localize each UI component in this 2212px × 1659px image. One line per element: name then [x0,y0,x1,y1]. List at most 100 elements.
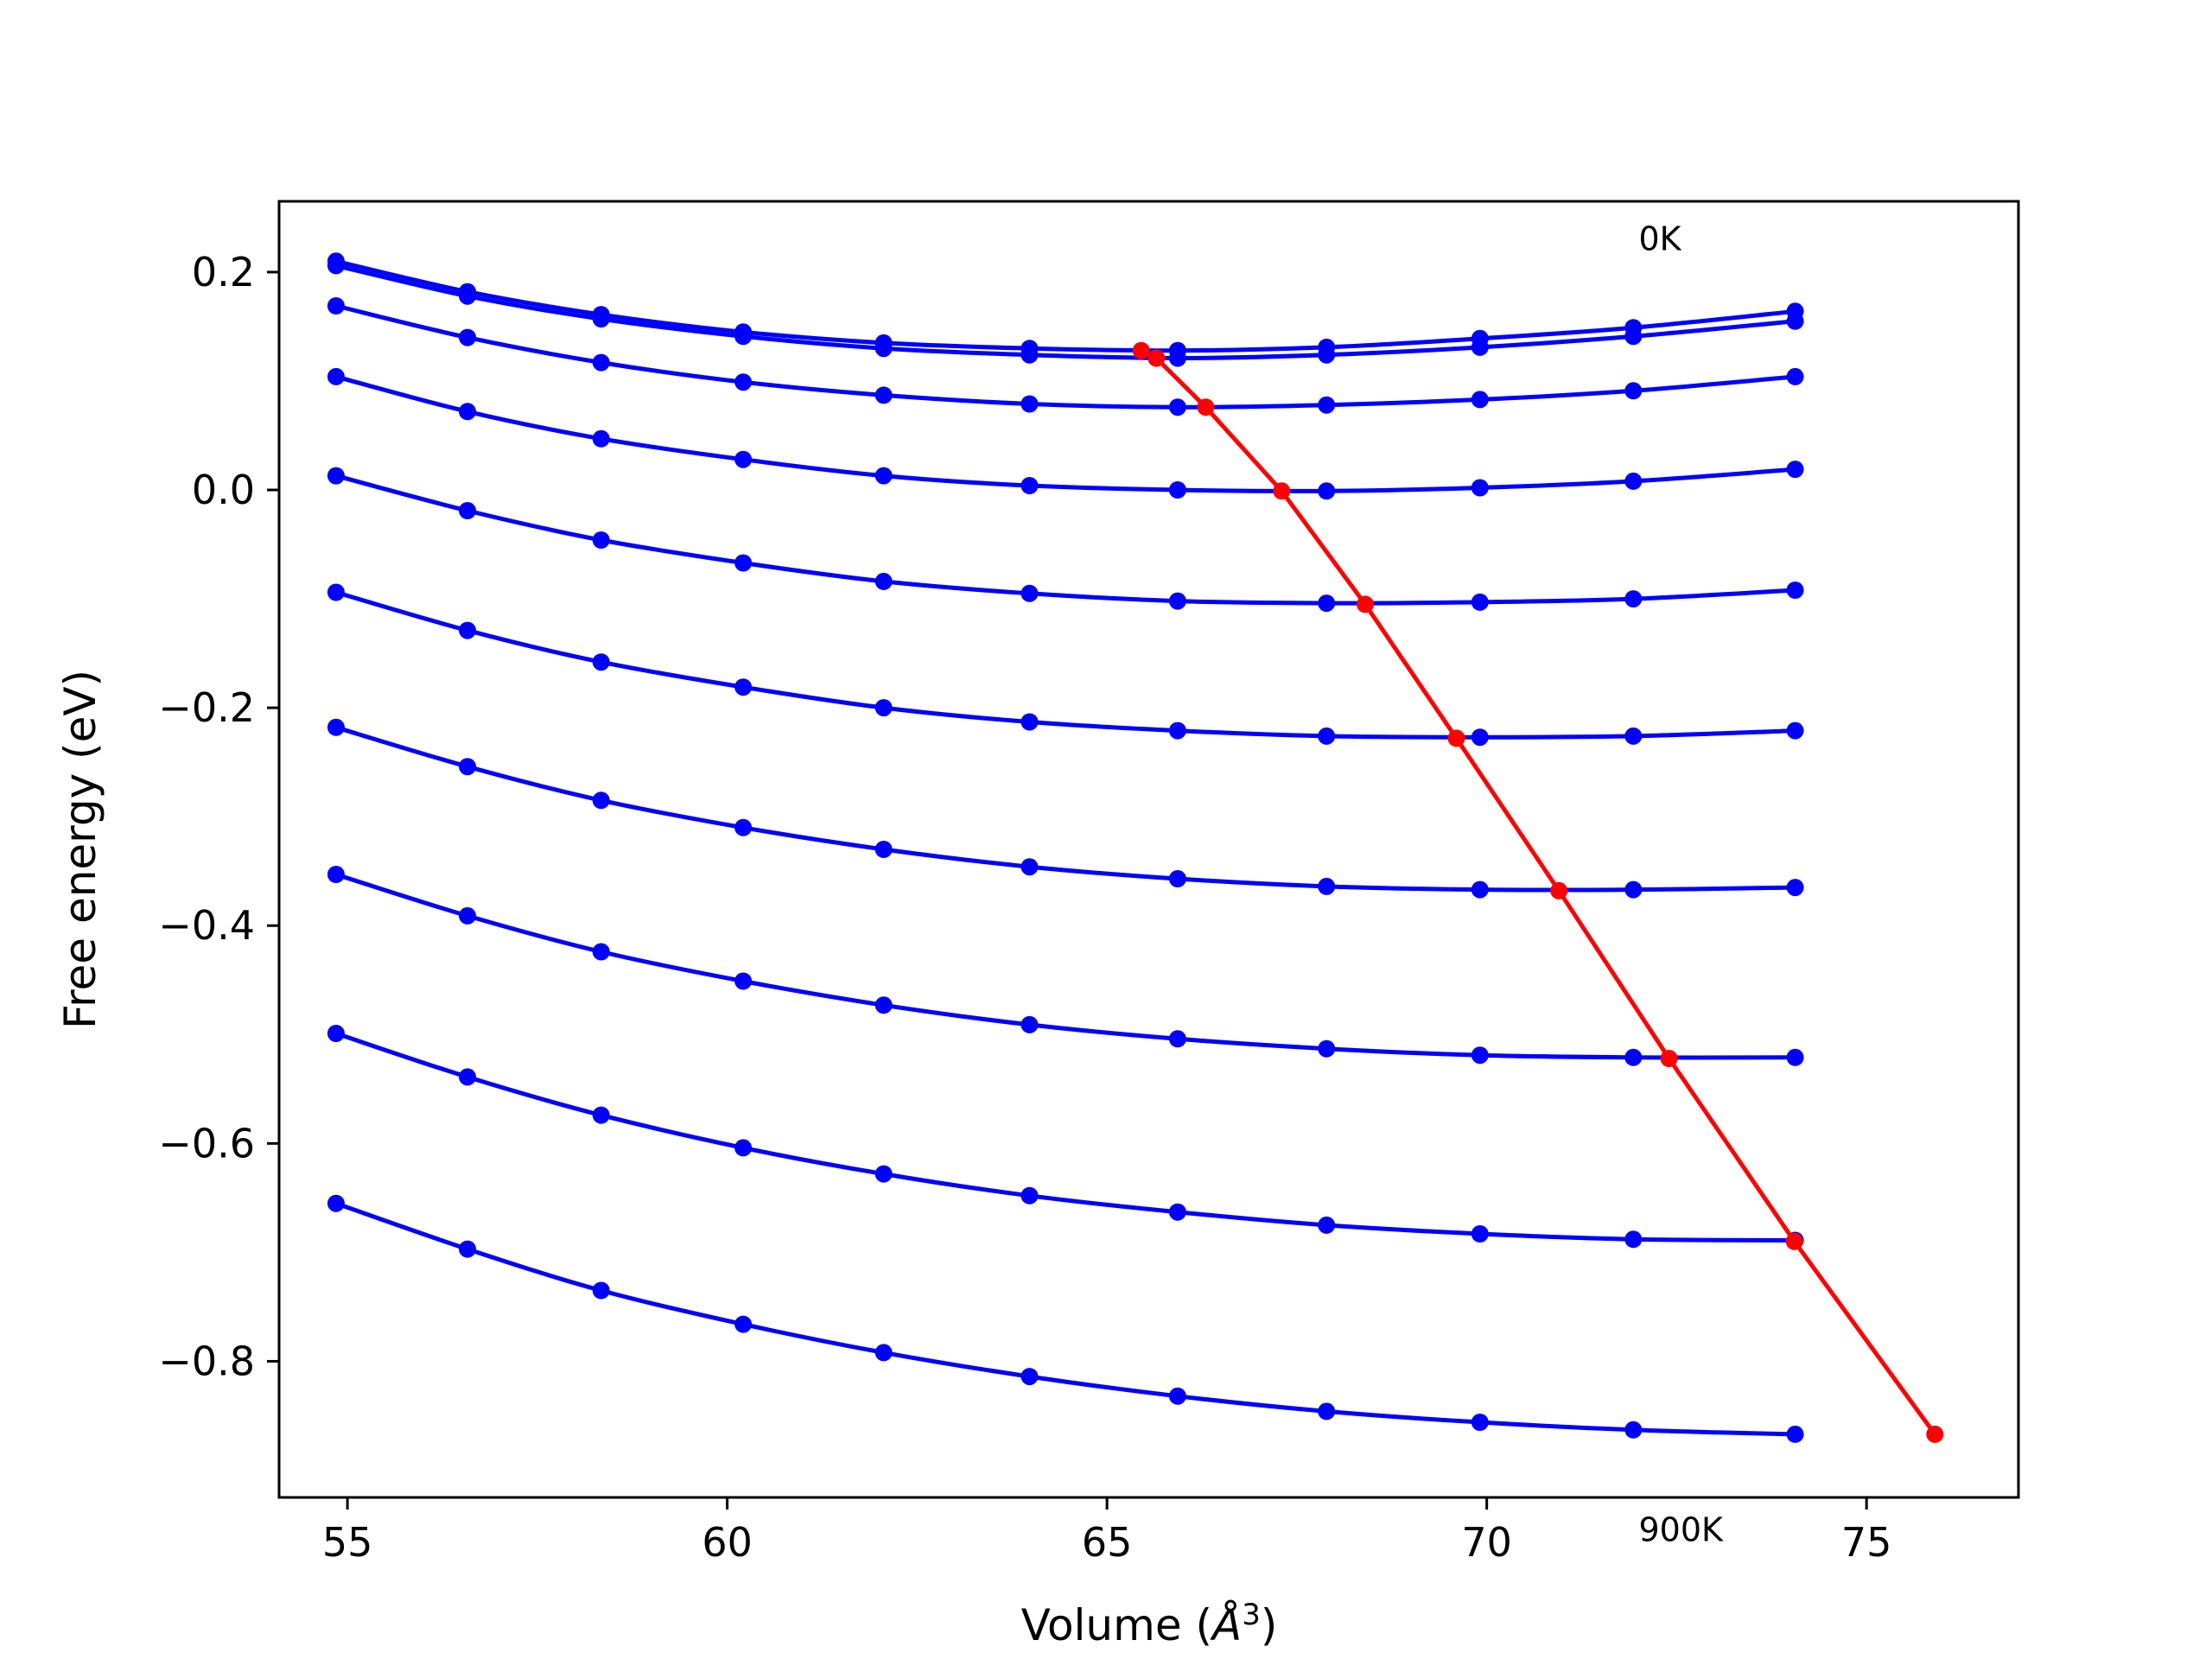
series-4-point-5 [874,467,893,485]
series-8-point-1 [327,866,345,883]
series-3-point-5 [874,386,893,404]
series-10-point-5 [874,1344,893,1362]
series-8-point-8 [1318,1039,1336,1058]
series-10-point-10 [1624,1421,1643,1439]
minima-point-3 [1197,398,1215,416]
series-7 [327,718,1804,899]
series-4-point-3 [592,429,610,448]
series-7-point-7 [1168,870,1186,887]
series-5-point-11 [1786,582,1804,599]
series-3-point-3 [592,353,610,372]
series-8-point-10 [1624,1048,1643,1066]
minima-series [1132,341,1944,1443]
series-7-point-5 [874,841,893,858]
series-9-point-7 [1168,1203,1186,1221]
series-7-point-6 [1020,858,1039,876]
series-4-point-4 [734,450,753,468]
series-5-point-7 [1168,592,1186,610]
minima-point-1 [1132,341,1150,359]
series-7-point-11 [1786,879,1804,897]
series-7-point-9 [1471,880,1489,899]
series-4-point-8 [1318,482,1336,500]
minima-line [1139,348,1937,1437]
series-2-line [334,263,1798,360]
series-2-point-11 [1786,312,1804,330]
y-tick-label-2: 0.0 [192,467,255,513]
series-5-point-3 [592,531,610,549]
annotation-2: 900K [1638,1510,1724,1548]
series-9-point-6 [1020,1186,1039,1205]
series-6 [327,583,1804,747]
minima-point-2 [1147,349,1166,367]
series-2-point-3 [592,310,610,328]
series-9-point-5 [874,1165,893,1183]
x-tick-label-65: 65 [1082,1519,1133,1566]
series-8-point-7 [1168,1030,1186,1048]
series-8-point-11 [1786,1048,1804,1066]
series-2-point-9 [1471,338,1489,356]
series-5-point-2 [459,502,476,519]
series-2-point-7 [1168,349,1186,367]
series-3-point-11 [1786,367,1804,385]
series-5-point-4 [734,554,753,572]
series-8-point-5 [874,996,893,1014]
series-8-point-6 [1020,1015,1039,1033]
series-6-point-10 [1624,727,1643,745]
series-5-point-1 [327,467,345,485]
series-2-point-1 [327,257,345,275]
series-5-point-8 [1318,594,1336,613]
plot-marks [327,252,1944,1443]
x-tick-label-60: 60 [702,1519,753,1566]
series-9-point-9 [1471,1225,1489,1243]
series-3-point-7 [1168,398,1186,416]
series-3-point-9 [1471,391,1489,409]
series-9 [327,1025,1804,1249]
series-5-point-5 [874,572,893,590]
x-tick-label-75: 75 [1841,1519,1892,1566]
series-4-point-11 [1786,461,1804,479]
series-5-point-9 [1471,593,1489,611]
y-axis-label: Free energy (eV) [55,670,105,1029]
series-5-point-10 [1624,590,1643,608]
series-7-point-1 [327,718,345,736]
series-10-point-1 [327,1194,345,1212]
series-7-line [334,725,1798,893]
series-4-point-6 [1020,477,1039,494]
series-10-point-2 [459,1240,476,1258]
series-6-point-3 [592,653,610,671]
series-10-point-6 [1020,1368,1039,1386]
series-6-point-4 [734,678,753,696]
series-4 [327,367,1804,500]
series-10-point-4 [734,1315,753,1333]
annotation-1: 0K [1638,220,1681,258]
series-3-point-4 [734,373,753,391]
series-6-point-7 [1168,721,1186,740]
series-10-point-3 [592,1281,610,1300]
series-5 [327,467,1804,613]
x-tick-label-70: 70 [1461,1519,1512,1566]
series-10 [327,1194,1804,1443]
series-10-point-8 [1318,1402,1336,1421]
series-2-point-2 [459,287,476,305]
series-2-point-10 [1624,327,1643,346]
series-10-point-11 [1786,1425,1804,1443]
series-9-point-1 [327,1025,345,1042]
series-3-point-1 [327,297,345,315]
series-9-point-2 [459,1068,476,1086]
series-6-point-1 [327,583,345,601]
series-8-point-9 [1471,1046,1489,1065]
x-axis-ticks: 55 60 65 70 75 [322,1497,1892,1566]
series-2-point-5 [874,340,893,358]
series-8-line [334,872,1798,1060]
series-9-point-4 [734,1139,753,1157]
series-4-point-10 [1624,472,1643,490]
series-6-point-6 [1020,713,1039,731]
x-tick-label-55: 55 [322,1519,373,1566]
series-7-point-10 [1624,880,1643,899]
series-10-point-7 [1168,1387,1186,1405]
series-3-point-2 [459,328,476,346]
y-tick-label-5: −0.6 [158,1120,255,1166]
minima-point-5 [1357,595,1374,613]
series-1-line [334,258,1798,353]
series-6-point-9 [1471,728,1489,747]
